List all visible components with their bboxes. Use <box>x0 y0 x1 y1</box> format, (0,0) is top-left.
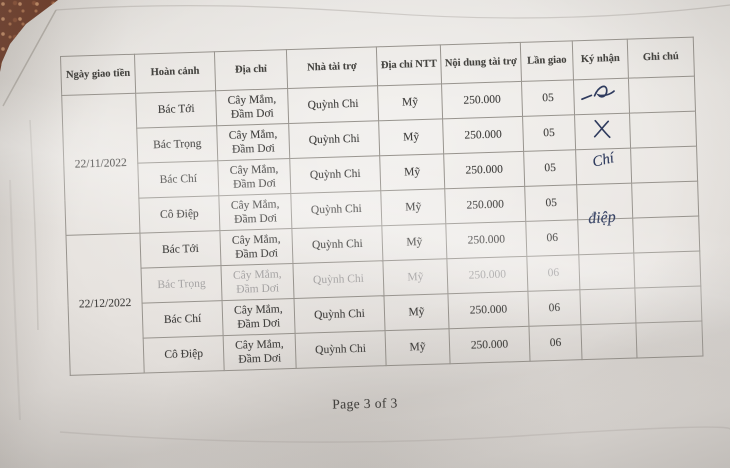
cell-dia-chi: Cây Mắm, Đầm Dơi <box>219 228 293 266</box>
cell-hoan-canh: Bác Tới <box>135 90 217 129</box>
col-header-ky-nhan: Ký nhận <box>572 39 629 80</box>
col-header-nha-tai-tro: Nhà tài trợ <box>286 46 378 89</box>
cell-nha-tai-tro: Quỳnh Chi <box>295 330 387 369</box>
cell-noi-dung-tai-tro: 250.000 <box>444 186 526 224</box>
cell-nha-tai-tro: Quỳnh Chi <box>292 260 384 299</box>
cell-nha-tai-tro: Quỳnh Chi <box>291 225 383 264</box>
signature-x-mark <box>593 119 611 139</box>
cell-dia-chi: Cây Mắm, Đầm Dơi <box>217 158 291 196</box>
col-header-dia-chi-ntt: Địa chỉ NTT <box>376 44 442 86</box>
cell-dia-chi-ntt: Mỹ <box>380 188 446 226</box>
cell-ky-nhan <box>574 113 631 150</box>
cell-lan-giao: 06 <box>526 254 580 292</box>
cell-lan-giao: 05 <box>521 79 575 117</box>
cell-date-group-1: 22/11/2022 <box>61 93 140 236</box>
cell-lan-giao: 05 <box>523 149 577 187</box>
cell-dia-chi: Cây Mắm, Đầm Dơi <box>215 88 289 126</box>
cell-dia-chi-ntt: Mỹ <box>379 153 445 191</box>
cell-hoan-canh: Bác Tới <box>139 230 221 269</box>
cell-dia-chi: Cây Mắm, Đầm Dơi <box>216 123 290 161</box>
col-header-noi-dung-tai-tro: Nội dung tài trợ <box>440 42 522 84</box>
cell-ghi-chu <box>628 76 696 114</box>
cell-ghi-chu <box>634 286 702 324</box>
cell-lan-giao: 05 <box>524 184 578 222</box>
col-header-dia-chi: Địa chỉ <box>214 49 288 91</box>
cell-date-group-2: 22/12/2022 <box>65 233 145 376</box>
cell-ky-nhan <box>577 218 634 255</box>
col-header-hoan-canh: Hoàn cảnh <box>134 51 216 94</box>
page-footer: Page 3 of 3 <box>332 395 398 412</box>
cell-hoan-canh: Cô Điệp <box>138 195 220 234</box>
cell-ky-nhan <box>580 323 637 360</box>
cell-dia-chi: Cây Mắm, Đầm Dơi <box>220 263 295 301</box>
cell-noi-dung-tai-tro: 250.000 <box>442 116 524 154</box>
cell-hoan-canh: Cô Điệp <box>143 335 225 374</box>
cell-noi-dung-tai-tro: 250.000 <box>441 81 523 119</box>
cell-noi-dung-tai-tro: 250.000 <box>447 291 529 329</box>
cell-nha-tai-tro: Quỳnh Chi <box>290 190 382 229</box>
cell-ghi-chu <box>633 251 701 289</box>
cell-ghi-chu <box>630 146 698 184</box>
cell-ky-nhan <box>578 253 635 290</box>
cell-hoan-canh: Bác Chí <box>137 160 219 199</box>
cell-dia-chi-ntt: Mỹ <box>378 118 444 156</box>
cell-nha-tai-tro: Quỳnh Chi <box>289 155 381 194</box>
cell-ky-nhan: Chí <box>575 148 632 185</box>
cell-ghi-chu <box>632 216 700 254</box>
cell-ghi-chu <box>631 181 699 219</box>
cell-dia-chi-ntt: Mỹ <box>385 328 451 366</box>
cell-dia-chi-ntt: Mỹ <box>377 83 443 121</box>
cell-hoan-canh: Bác Chí <box>142 300 224 339</box>
col-header-lan-giao: Lần giao <box>520 40 574 82</box>
donation-table: Ngày giao tiền Hoàn cảnh Địa chỉ Nhà tài… <box>60 37 703 376</box>
signature-scribble <box>581 85 615 101</box>
col-header-ngay-giao-tien: Ngày giao tiền <box>60 54 136 96</box>
cell-dia-chi: Cây Mắm, Đầm Dơi <box>218 193 292 231</box>
cell-lan-giao: 06 <box>527 289 581 327</box>
cell-ky-nhan <box>573 78 630 115</box>
signature-handwritten-chi: Chí <box>590 150 616 171</box>
cell-dia-chi-ntt: Mỹ <box>383 293 450 331</box>
cell-dia-chi: Cây Mắm, Đầm Dơi <box>223 333 297 371</box>
cell-ky-nhan <box>579 288 636 325</box>
cell-lan-giao: 06 <box>528 324 583 362</box>
cell-ghi-chu <box>629 111 697 149</box>
cell-dia-chi-ntt: Mỹ <box>382 258 448 296</box>
cell-lan-giao: 05 <box>522 114 576 152</box>
cell-noi-dung-tai-tro: 250.000 <box>446 256 528 294</box>
cell-noi-dung-tai-tro: 250.000 <box>445 221 527 259</box>
cell-dia-chi-ntt: Mỹ <box>381 223 447 261</box>
cell-ky-nhan: điệp <box>576 183 633 228</box>
cell-ghi-chu <box>635 321 703 359</box>
cell-nha-tai-tro: Quỳnh Chi <box>294 295 386 334</box>
cell-nha-tai-tro: Quỳnh Chi <box>288 120 380 159</box>
cell-lan-giao: 06 <box>525 219 579 257</box>
cell-dia-chi: Cây Mắm, Đầm Dơi <box>222 298 296 336</box>
cell-hoan-canh: Bác Trọng <box>141 265 223 304</box>
cell-noi-dung-tai-tro: 250.000 <box>443 151 525 189</box>
cell-nha-tai-tro: Quỳnh Chi <box>287 85 379 124</box>
cell-hoan-canh: Bác Trọng <box>136 125 218 164</box>
cell-noi-dung-tai-tro: 250.000 <box>449 326 531 364</box>
col-header-ghi-chu: Ghi chú <box>627 37 695 79</box>
